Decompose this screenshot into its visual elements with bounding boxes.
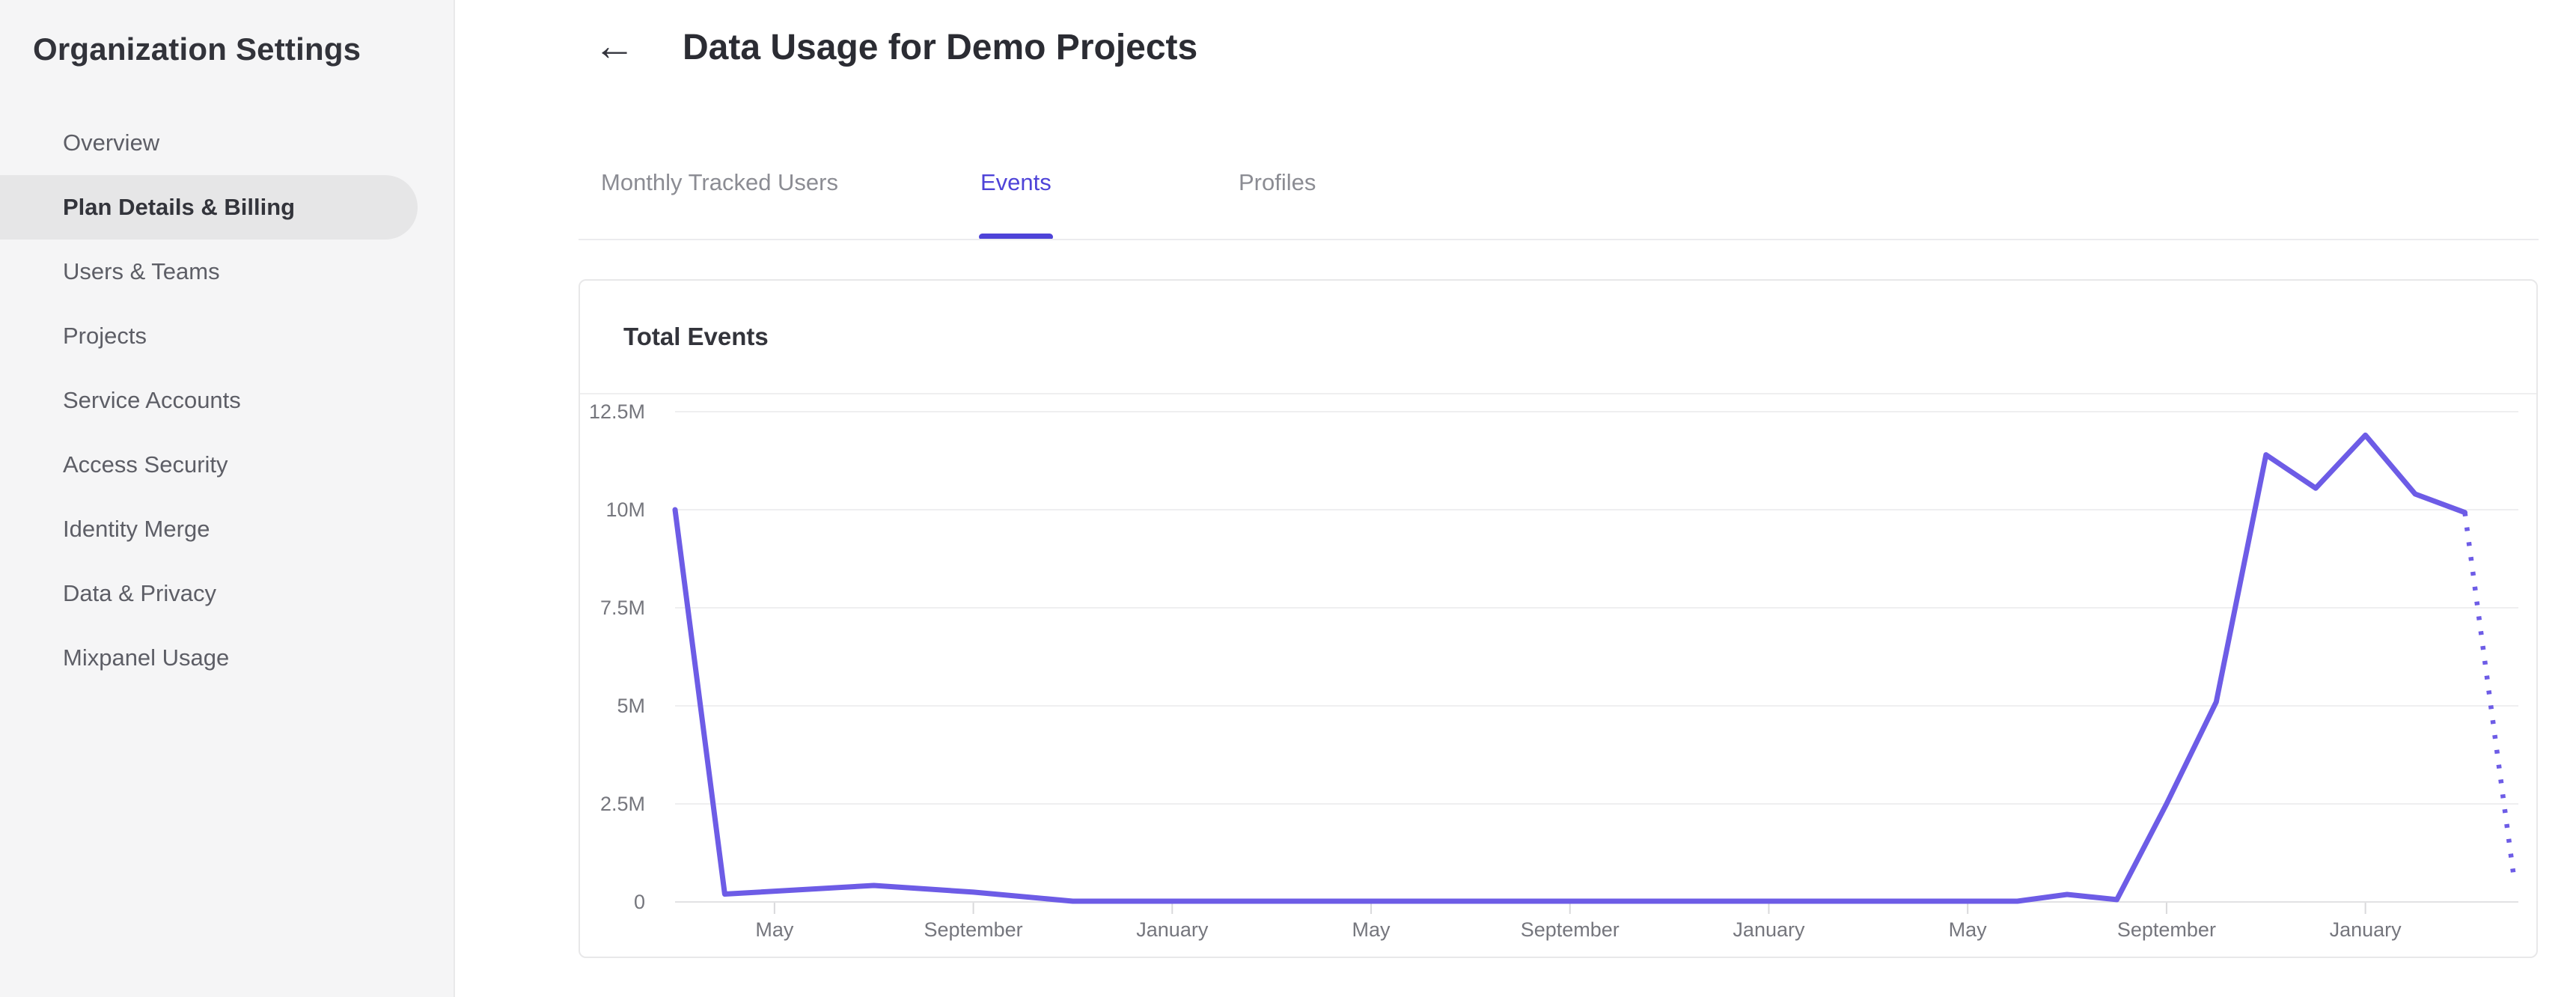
total-events-series-dotted <box>2462 512 2518 883</box>
x-axis-label: January <box>2330 918 2402 941</box>
sidebar-item-overview[interactable]: Overview <box>63 129 160 156</box>
sidebar-item-access-security[interactable]: Access Security <box>63 451 228 478</box>
y-axis-label: 0 <box>634 891 645 913</box>
sidebar-item-projects[interactable]: Projects <box>63 323 147 349</box>
x-axis-label: September <box>924 918 1023 941</box>
x-axis-label: January <box>1733 918 1805 941</box>
x-axis-label: May <box>1352 918 1391 941</box>
tabs-divider <box>579 239 2539 240</box>
sidebar-nav: Overview Plan Details & Billing Users & … <box>0 111 454 690</box>
events-line-chart: 12.5M 10M 7.5M 5M 2.5M 0 May September January Ma… <box>589 400 2518 941</box>
sidebar-item-data-privacy[interactable]: Data & Privacy <box>63 580 217 606</box>
sidebar-item-identity-merge[interactable]: Identity Merge <box>63 516 210 542</box>
active-tab-indicator <box>979 234 1053 240</box>
tab-monthly-tracked-users[interactable]: Monthly Tracked Users <box>601 169 838 195</box>
sidebar-item-mixpanel-usage[interactable]: Mixpanel Usage <box>63 644 230 671</box>
y-axis-label: 7.5M <box>600 597 645 619</box>
sidebar-title: Organization Settings <box>33 31 361 67</box>
x-axis-label: May <box>755 918 794 941</box>
sidebar: Organization Settings Overview Plan Deta… <box>0 0 455 997</box>
y-axis-label: 12.5M <box>589 400 645 423</box>
x-axis-label: September <box>1521 918 1620 941</box>
x-axis-label: January <box>1136 918 1209 941</box>
x-axis-label: September <box>2117 918 2216 941</box>
tab-profiles[interactable]: Profiles <box>1239 169 1316 195</box>
total-events-series-solid <box>672 432 2467 904</box>
chart-title: Total Events <box>623 323 769 350</box>
total-events-card: Total Events 12.5M 10M 7.5M 5M 2.5M 0 May Septe… <box>579 279 2538 958</box>
back-arrow-icon[interactable]: ← <box>593 22 635 69</box>
card-header-divider <box>580 393 2536 394</box>
page-title: Data Usage for Demo Projects <box>683 28 1198 67</box>
sidebar-item-service-accounts[interactable]: Service Accounts <box>63 387 241 413</box>
y-axis-label: 2.5M <box>600 793 645 815</box>
tab-events[interactable]: Events <box>980 169 1052 195</box>
x-axis-label: May <box>1949 918 1988 941</box>
y-axis-label: 5M <box>617 695 645 717</box>
y-axis-label: 10M <box>605 498 645 521</box>
sidebar-item-users-teams[interactable]: Users & Teams <box>63 258 220 284</box>
sidebar-item-plan-details-billing[interactable]: Plan Details & Billing <box>0 175 418 240</box>
